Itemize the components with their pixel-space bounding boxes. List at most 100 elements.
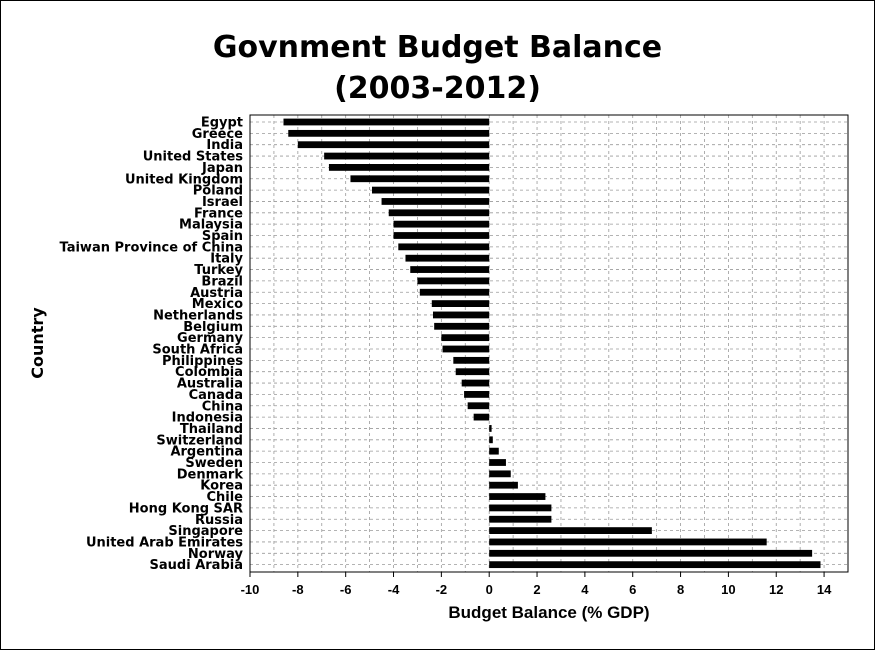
bars <box>283 118 821 569</box>
y-tick-label: India <box>206 138 243 153</box>
y-tick-label: Argentina <box>170 445 243 460</box>
y-tick-label: United Arab Emirates <box>86 535 243 550</box>
y-tick-label: Germany <box>177 331 243 346</box>
bar <box>283 118 490 126</box>
y-tick-label: Belgium <box>183 320 243 335</box>
bar <box>324 152 490 160</box>
x-tick-label: 0 <box>486 582 493 597</box>
y-tick-label: Taiwan Province of China <box>60 240 243 255</box>
x-tick-label: -2 <box>436 582 448 597</box>
bar <box>461 379 490 387</box>
bar <box>288 129 490 137</box>
bar <box>350 175 490 183</box>
chart-title-line-2: (2003-2012) <box>334 71 541 106</box>
x-tick-label: -4 <box>388 582 400 597</box>
y-tick-label: Russia <box>195 513 243 528</box>
bar <box>489 447 499 455</box>
y-tick-label: Philippines <box>162 354 243 369</box>
y-tick-label: South Africa <box>152 343 243 358</box>
x-tick-label: 8 <box>677 582 684 597</box>
bar <box>297 141 490 149</box>
y-tick-label: Indonesia <box>172 411 243 426</box>
y-tick-label: Thailand <box>180 422 243 437</box>
bar <box>464 391 490 398</box>
y-tick-label: Singapore <box>168 524 243 539</box>
y-tick-label: Austria <box>190 286 243 301</box>
bar <box>328 164 490 171</box>
x-tick-label: 6 <box>629 582 636 597</box>
y-axis-title: Country <box>28 307 47 379</box>
y-tick-label: Hong Kong SAR <box>129 501 243 516</box>
y-tick-label: Korea <box>200 479 243 494</box>
y-tick-label: Turkey <box>194 263 243 278</box>
y-tick-label: Canada <box>189 388 243 403</box>
bar <box>371 186 490 194</box>
y-tick-label: Mexico <box>192 297 243 312</box>
y-tick-label: Spain <box>202 229 243 244</box>
bar <box>388 209 490 217</box>
bar <box>489 425 492 432</box>
bar <box>489 436 493 444</box>
bar <box>410 266 490 273</box>
y-tick-label: United Kingdom <box>125 172 243 187</box>
x-tick-label: 2 <box>533 582 540 597</box>
y-tick-label: United States <box>143 150 244 165</box>
y-tick-label: Brazil <box>201 274 243 289</box>
bar <box>434 322 490 330</box>
y-tick-label: Australia <box>177 377 243 392</box>
bar <box>417 277 490 285</box>
grid-lines <box>250 115 848 572</box>
bar <box>381 198 490 205</box>
bar <box>489 459 506 466</box>
y-tick-label: France <box>194 206 243 221</box>
chart-title-line-1: Govnment Budget Balance <box>212 30 663 65</box>
y-tick-label: Saudi Arabia <box>150 558 243 573</box>
y-tick-label: Sweden <box>185 456 243 471</box>
bar <box>489 493 546 500</box>
y-tick-label: Greece <box>192 127 243 142</box>
y-tick-label: Israel <box>202 195 243 210</box>
x-tick-label: 4 <box>581 582 589 597</box>
y-tick-label: Italy <box>210 252 243 267</box>
bar <box>432 311 490 319</box>
bar <box>455 368 490 376</box>
x-tick-label: -8 <box>292 582 304 597</box>
x-tick-label: 14 <box>817 582 832 597</box>
x-tick-label: -6 <box>340 582 352 597</box>
bar <box>405 254 490 262</box>
y-tick-label: Egypt <box>201 116 243 131</box>
bar <box>398 243 490 251</box>
bar <box>489 504 552 512</box>
bar <box>453 356 490 364</box>
bar <box>393 232 490 239</box>
x-tick-label: -10 <box>241 582 260 597</box>
y-tick-label: Norway <box>188 547 244 562</box>
x-axis-title: Budget Balance (% GDP) <box>448 603 649 622</box>
y-tick-label: Switzerland <box>156 433 243 448</box>
bar <box>419 288 490 296</box>
bar <box>489 561 821 569</box>
bar <box>442 345 490 353</box>
y-tick-label: Denmark <box>177 467 244 482</box>
y-tick-label: Chile <box>206 490 243 505</box>
bar <box>393 220 490 228</box>
x-tick-label: 10 <box>721 582 735 597</box>
x-axis-ticks: -10 -8 -6 -4 -2 0 2 4 6 8 10 12 14 <box>241 572 832 597</box>
y-tick-label: Poland <box>193 184 243 199</box>
y-tick-label: Japan <box>201 161 243 176</box>
bar <box>467 402 490 410</box>
bar <box>473 413 490 421</box>
y-tick-label: Colombia <box>175 365 243 380</box>
bar <box>441 334 490 342</box>
y-tick-label: Malaysia <box>179 218 243 233</box>
bar <box>489 549 813 557</box>
y-tick-label: Netherlands <box>153 308 243 323</box>
plot-area <box>249 114 849 573</box>
x-tick-label: 12 <box>769 582 783 597</box>
bar <box>431 300 490 307</box>
bar <box>489 527 652 534</box>
bar <box>489 470 511 478</box>
y-tick-label: China <box>202 399 243 414</box>
